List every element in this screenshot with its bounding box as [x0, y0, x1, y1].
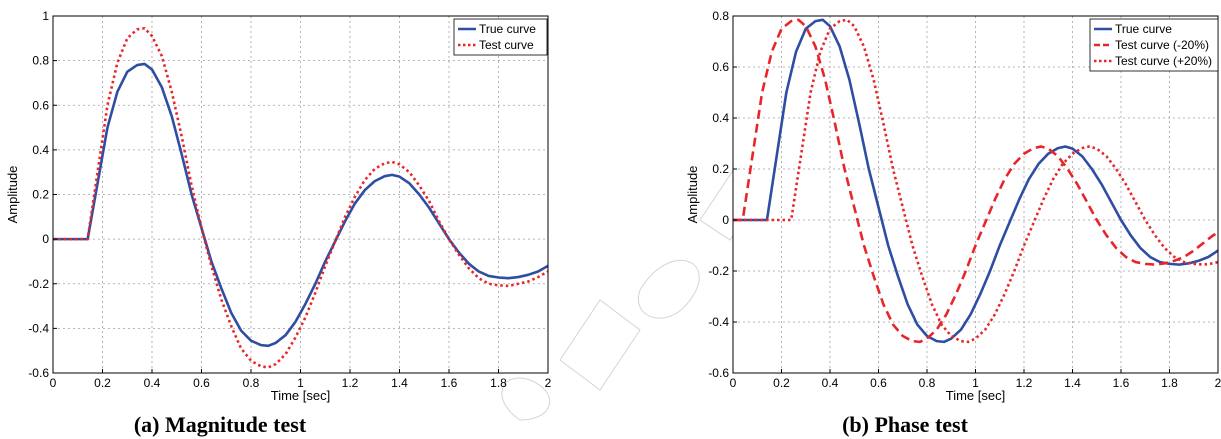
x-tick-label: 1.4	[391, 376, 408, 390]
x-tick-label: 1.6	[1113, 376, 1130, 390]
y-tick-label: -0.6	[28, 366, 49, 380]
chart-caption: (a) Magnitude test	[134, 412, 307, 437]
legend-label-2: Test curve	[479, 38, 534, 52]
grid	[733, 16, 1218, 373]
legend: True curve Test curve	[453, 18, 548, 56]
legend-label-1: True curve	[479, 22, 536, 36]
y-tick-label: 0.4	[32, 143, 49, 157]
y-tick-label: 0.6	[32, 98, 49, 112]
x-tick-label: 1.8	[490, 376, 507, 390]
legend-box	[1089, 18, 1219, 72]
x-axis-label: Time [sec]	[946, 388, 1005, 403]
series-line-2	[53, 26, 549, 369]
x-tick-label: 1.2	[1016, 376, 1033, 390]
y-tick-label: -0.6	[708, 366, 729, 380]
x-tick-label: 0.4	[822, 376, 839, 390]
series-line-1	[733, 18, 1219, 344]
x-tick-label: 1	[972, 376, 979, 390]
y-tick-label: 0.6	[712, 60, 729, 74]
chart-panel-phase: 0 0.2 0.4 0.6 0.8 1 1.2 1.4 1.6 1.8 2 -0.6 -0.4 -0.2 0…	[685, 9, 1221, 437]
y-tick-label: -0.2	[28, 277, 49, 291]
y-axis-label: Amplitude	[5, 166, 20, 224]
legend-box	[453, 18, 548, 56]
x-tick-label: 0.4	[144, 376, 161, 390]
legend-label-1: True curve	[1115, 22, 1172, 36]
y-tick-label: 0.4	[712, 111, 729, 125]
x-tick-label: 1.6	[441, 376, 458, 390]
x-tick-label: 2	[1215, 376, 1221, 390]
x-tick-label: 0.8	[243, 376, 260, 390]
y-tick-label: -0.2	[708, 264, 729, 278]
y-tick-label: 0.2	[32, 188, 49, 202]
series-line-1	[53, 62, 549, 348]
x-axis-label: Time [sec]	[271, 388, 330, 403]
series-line-2	[733, 18, 1219, 344]
x-tick-label: 0	[730, 376, 737, 390]
y-tick-label: -0.4	[708, 315, 729, 329]
legend-label-2: Test curve (-20%)	[1115, 38, 1209, 52]
y-tick-label: 0	[722, 213, 729, 227]
x-tick-label: 0	[50, 376, 57, 390]
y-tick-label: -0.4	[28, 321, 49, 335]
y-tick-label: 0	[42, 232, 49, 246]
y-tick-label: 0.8	[712, 9, 729, 23]
y-tick-label: 1	[42, 9, 49, 23]
x-tick-label: 2	[545, 376, 552, 390]
x-tick-label: 1.4	[1064, 376, 1081, 390]
x-tick-label: 0.8	[919, 376, 936, 390]
y-axis-label: Amplitude	[685, 166, 700, 224]
chart-caption: (b) Phase test	[842, 412, 969, 437]
x-tick-label: 1	[297, 376, 304, 390]
chart-panel-magnitude: 0 0.2 0.4 0.6 0.8 1 1.2 1.4 1.6 1.8 2 -0.6 -0.4 -0.2 0…	[5, 9, 552, 437]
series-line-3	[733, 18, 1219, 344]
y-tick-label: 0.2	[712, 162, 729, 176]
x-tick-label: 0.6	[870, 376, 887, 390]
y-tick-label: 0.8	[32, 54, 49, 68]
x-tick-label: 0.2	[94, 376, 111, 390]
x-tick-label: 0.6	[193, 376, 210, 390]
legend: True curve Test curve (-20%) Test curve (+…	[1089, 18, 1219, 72]
x-tick-label: 1.8	[1161, 376, 1178, 390]
x-tick-label: 1.2	[342, 376, 359, 390]
legend-label-3: Test curve (+20%)	[1115, 54, 1212, 68]
x-tick-label: 0.2	[773, 376, 790, 390]
